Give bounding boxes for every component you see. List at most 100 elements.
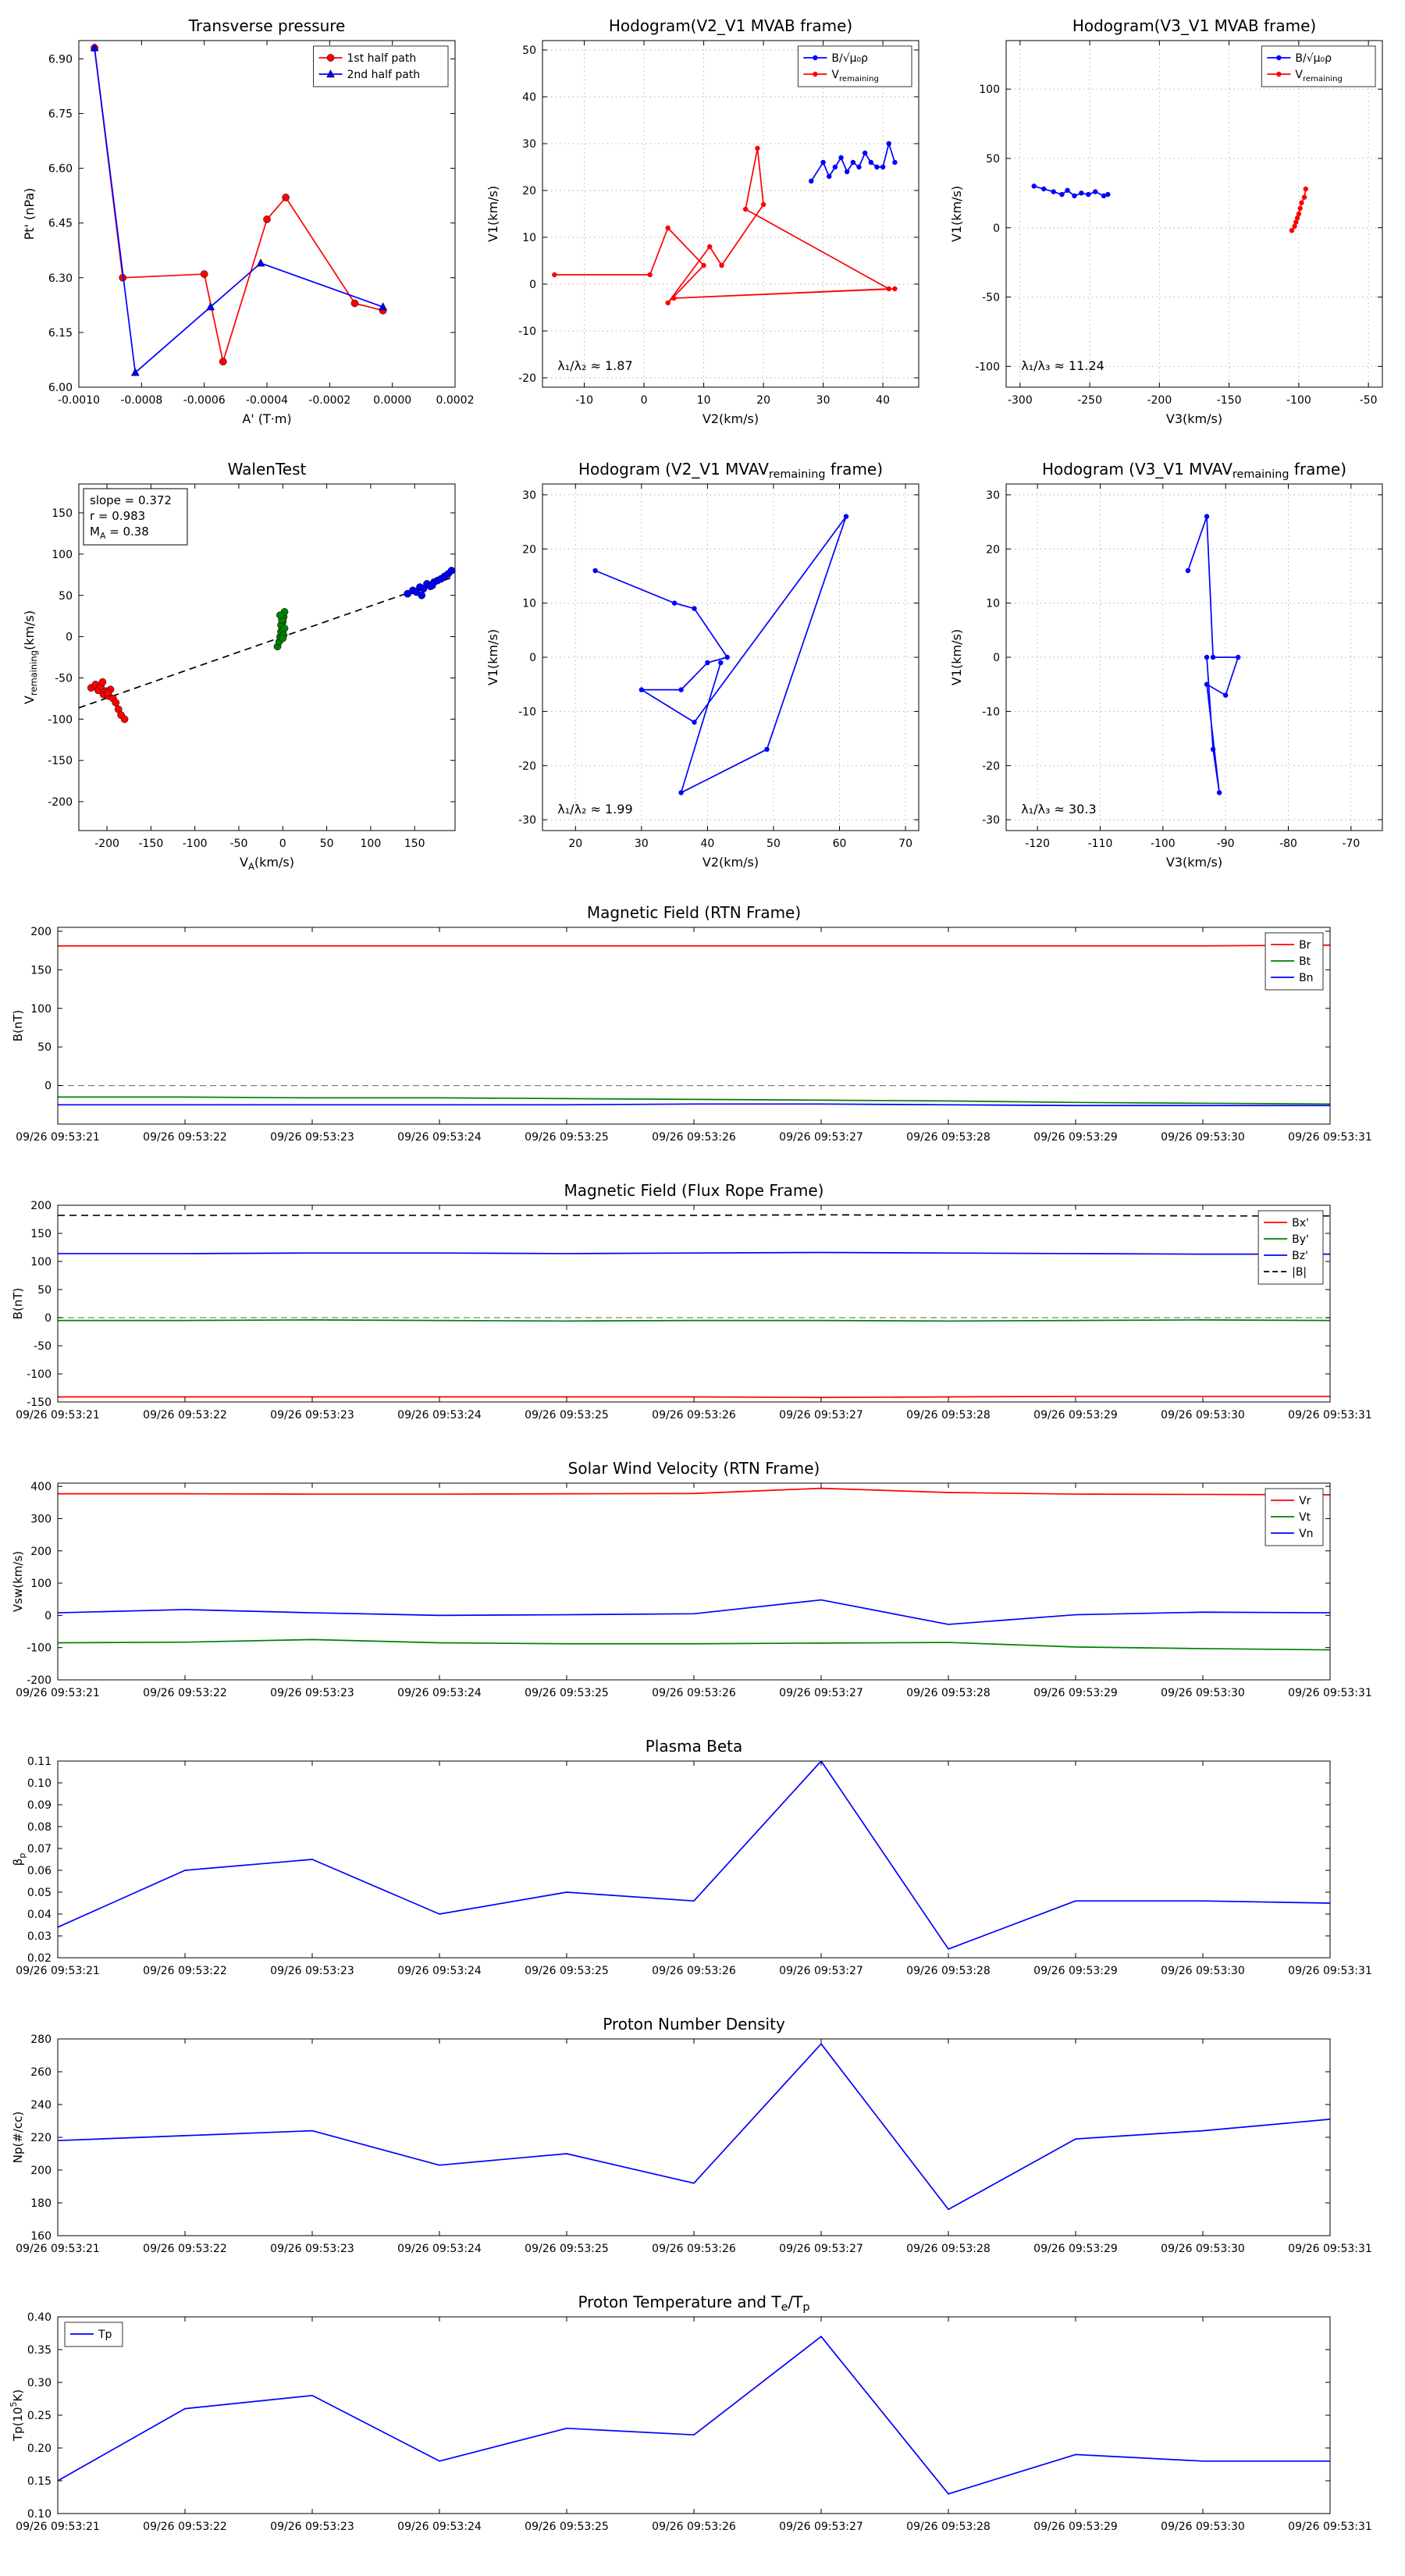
svg-text:-150: -150 [48,755,73,767]
transverse-pressure-plot: -0.0010 -0.0008 -0.0006 -0.0004 -0.0002 0.000… [22,16,475,426]
svg-text:200: 200 [30,926,52,938]
svg-text:0.0000: 0.0000 [373,394,411,407]
svg-text:09/26 09:53:21: 09/26 09:53:21 [16,2243,100,2255]
svg-text:09/26 09:53:24: 09/26 09:53:24 [397,1965,482,1977]
svg-text:-10: -10 [518,326,536,338]
svg-text:-200: -200 [48,796,73,809]
svg-text:09/26 09:53:27: 09/26 09:53:27 [779,1409,863,1421]
svg-text:0.40: 0.40 [27,2311,52,2324]
svg-text:10: 10 [986,598,1000,610]
svg-text:-30: -30 [982,814,1000,827]
svg-text:30: 30 [522,138,536,151]
svg-text:λ₁/λ₃ ≈ 11.24: λ₁/λ₃ ≈ 11.24 [1021,358,1104,373]
solar-wind-velocity-plot: 09/26 09:53:21 09/26 09:53:22 09/26 09:53:… [11,1459,1372,1699]
svg-text:09/26 09:53:26: 09/26 09:53:26 [652,2521,736,2533]
svg-text:240: 240 [30,2099,52,2112]
svg-text:09/26 09:53:27: 09/26 09:53:27 [779,2521,863,2533]
svg-text:09/26 09:53:23: 09/26 09:53:23 [270,1687,354,1699]
svg-text:|B|: |B| [1292,1266,1307,1279]
svg-text:A' (T·m): A' (T·m) [242,411,291,426]
svg-text:09/26 09:53:23: 09/26 09:53:23 [270,2521,354,2533]
svg-text:-0.0004: -0.0004 [246,394,288,407]
svg-text:20: 20 [986,543,1000,556]
svg-text:09/26 09:53:29: 09/26 09:53:29 [1033,1965,1118,1977]
svg-text:09/26 09:53:25: 09/26 09:53:25 [525,1131,609,1144]
svg-text:-100: -100 [975,361,1000,373]
svg-text:09/26 09:53:31: 09/26 09:53:31 [1288,1687,1372,1699]
svg-text:300: 300 [30,1513,52,1525]
svg-text:-10: -10 [982,706,1000,718]
svg-text:-100: -100 [1286,394,1311,407]
svg-text:-50: -50 [982,292,1000,304]
magnetic-field-rtn-plot: 09/26 09:53:21 09/26 09:53:22 09/26 09:53:… [11,903,1372,1144]
svg-text:B(nT): B(nT) [11,1288,25,1320]
svg-text:0.35: 0.35 [27,2344,52,2357]
svg-text:-250: -250 [1077,394,1102,407]
svg-text:B(nT): B(nT) [11,1010,25,1042]
svg-text:09/26 09:53:26: 09/26 09:53:26 [652,1965,736,1977]
svg-text:6.75: 6.75 [48,109,73,121]
svg-text:0.15: 0.15 [27,2475,52,2488]
svg-text:V3(km/s): V3(km/s) [1166,411,1222,426]
hodogram-v3v1-mvab-plot: -300 -250 -200 -150 -100 -50 -100 -50 0 50 100 Hodo… [949,16,1383,426]
svg-text:09/26 09:53:29: 09/26 09:53:29 [1033,1687,1118,1699]
svg-text:-90: -90 [1217,838,1235,850]
svg-text:V2(km/s): V2(km/s) [702,411,759,426]
svg-text:βp: βp [11,1853,27,1866]
svg-text:09/26 09:53:28: 09/26 09:53:28 [906,2521,991,2533]
svg-text:-0.0008: -0.0008 [120,394,162,407]
svg-text:100: 100 [30,1578,52,1590]
svg-text:09/26 09:53:29: 09/26 09:53:29 [1033,1409,1118,1421]
svg-text:09/26 09:53:25: 09/26 09:53:25 [525,1965,609,1977]
svg-text:V3(km/s): V3(km/s) [1166,855,1222,870]
svg-text:09/26 09:53:24: 09/26 09:53:24 [397,1687,482,1699]
svg-text:λ₁/λ₂ ≈ 1.99: λ₁/λ₂ ≈ 1.99 [557,802,632,817]
svg-text:09/26 09:53:28: 09/26 09:53:28 [906,1687,991,1699]
svg-text:6.90: 6.90 [48,53,73,66]
svg-text:Vr: Vr [1299,1495,1311,1507]
svg-text:09/26 09:53:30: 09/26 09:53:30 [1161,1965,1245,1977]
svg-text:0.25: 0.25 [27,2410,52,2422]
svg-text:Vsw(km/s): Vsw(km/s) [11,1551,25,1612]
svg-text:30: 30 [635,838,649,850]
svg-text:09/26 09:53:31: 09/26 09:53:31 [1288,2521,1372,2533]
svg-text:40: 40 [700,838,714,850]
svg-text:Transverse pressure: Transverse pressure [188,16,346,35]
svg-text:0: 0 [529,279,536,291]
svg-text:09/26 09:53:23: 09/26 09:53:23 [270,2243,354,2255]
svg-text:Hodogram (V2_V1 MVAVremaining: Hodogram (V2_V1 MVAVremaining frame) [578,460,883,481]
svg-text:0.06: 0.06 [27,1865,52,1877]
svg-text:-10: -10 [575,394,593,407]
svg-text:6.60: 6.60 [48,163,73,176]
svg-text:Proton Number Density: Proton Number Density [603,2015,785,2033]
magnetic-field-fluxrope-plot: 09/26 09:53:21 09/26 09:53:22 09/26 09:53:… [11,1181,1372,1421]
svg-text:09/26 09:53:25: 09/26 09:53:25 [525,2521,609,2533]
svg-text:180: 180 [30,2197,52,2210]
svg-text:150: 150 [30,1228,52,1240]
svg-text:Br: Br [1299,939,1311,952]
svg-text:0.02: 0.02 [27,1952,52,1965]
svg-text:09/26 09:53:27: 09/26 09:53:27 [779,1131,863,1144]
svg-text:10: 10 [522,598,536,610]
svg-text:Bz': Bz' [1292,1250,1308,1262]
svg-text:0: 0 [993,222,1000,235]
svg-text:6.45: 6.45 [48,218,73,230]
svg-text:50: 50 [37,1041,52,1054]
svg-text:1st half path: 1st half path [347,52,417,65]
svg-text:-100: -100 [48,713,73,726]
svg-text:slope = 0.372: slope = 0.372 [90,493,172,507]
svg-text:09/26 09:53:31: 09/26 09:53:31 [1288,1131,1372,1144]
svg-text:-100: -100 [27,1368,52,1381]
svg-text:09/26 09:53:23: 09/26 09:53:23 [270,1965,354,1977]
svg-text:-300: -300 [1008,394,1033,407]
svg-text:50: 50 [320,838,334,850]
svg-text:-110: -110 [1088,838,1113,850]
svg-text:0.05: 0.05 [27,1887,52,1899]
svg-text:-30: -30 [518,814,536,827]
svg-text:09/26 09:53:27: 09/26 09:53:27 [779,1965,863,1977]
svg-text:-100: -100 [1151,838,1176,850]
svg-text:40: 40 [522,91,536,104]
svg-text:30: 30 [522,489,536,502]
svg-text:0: 0 [993,652,1000,664]
